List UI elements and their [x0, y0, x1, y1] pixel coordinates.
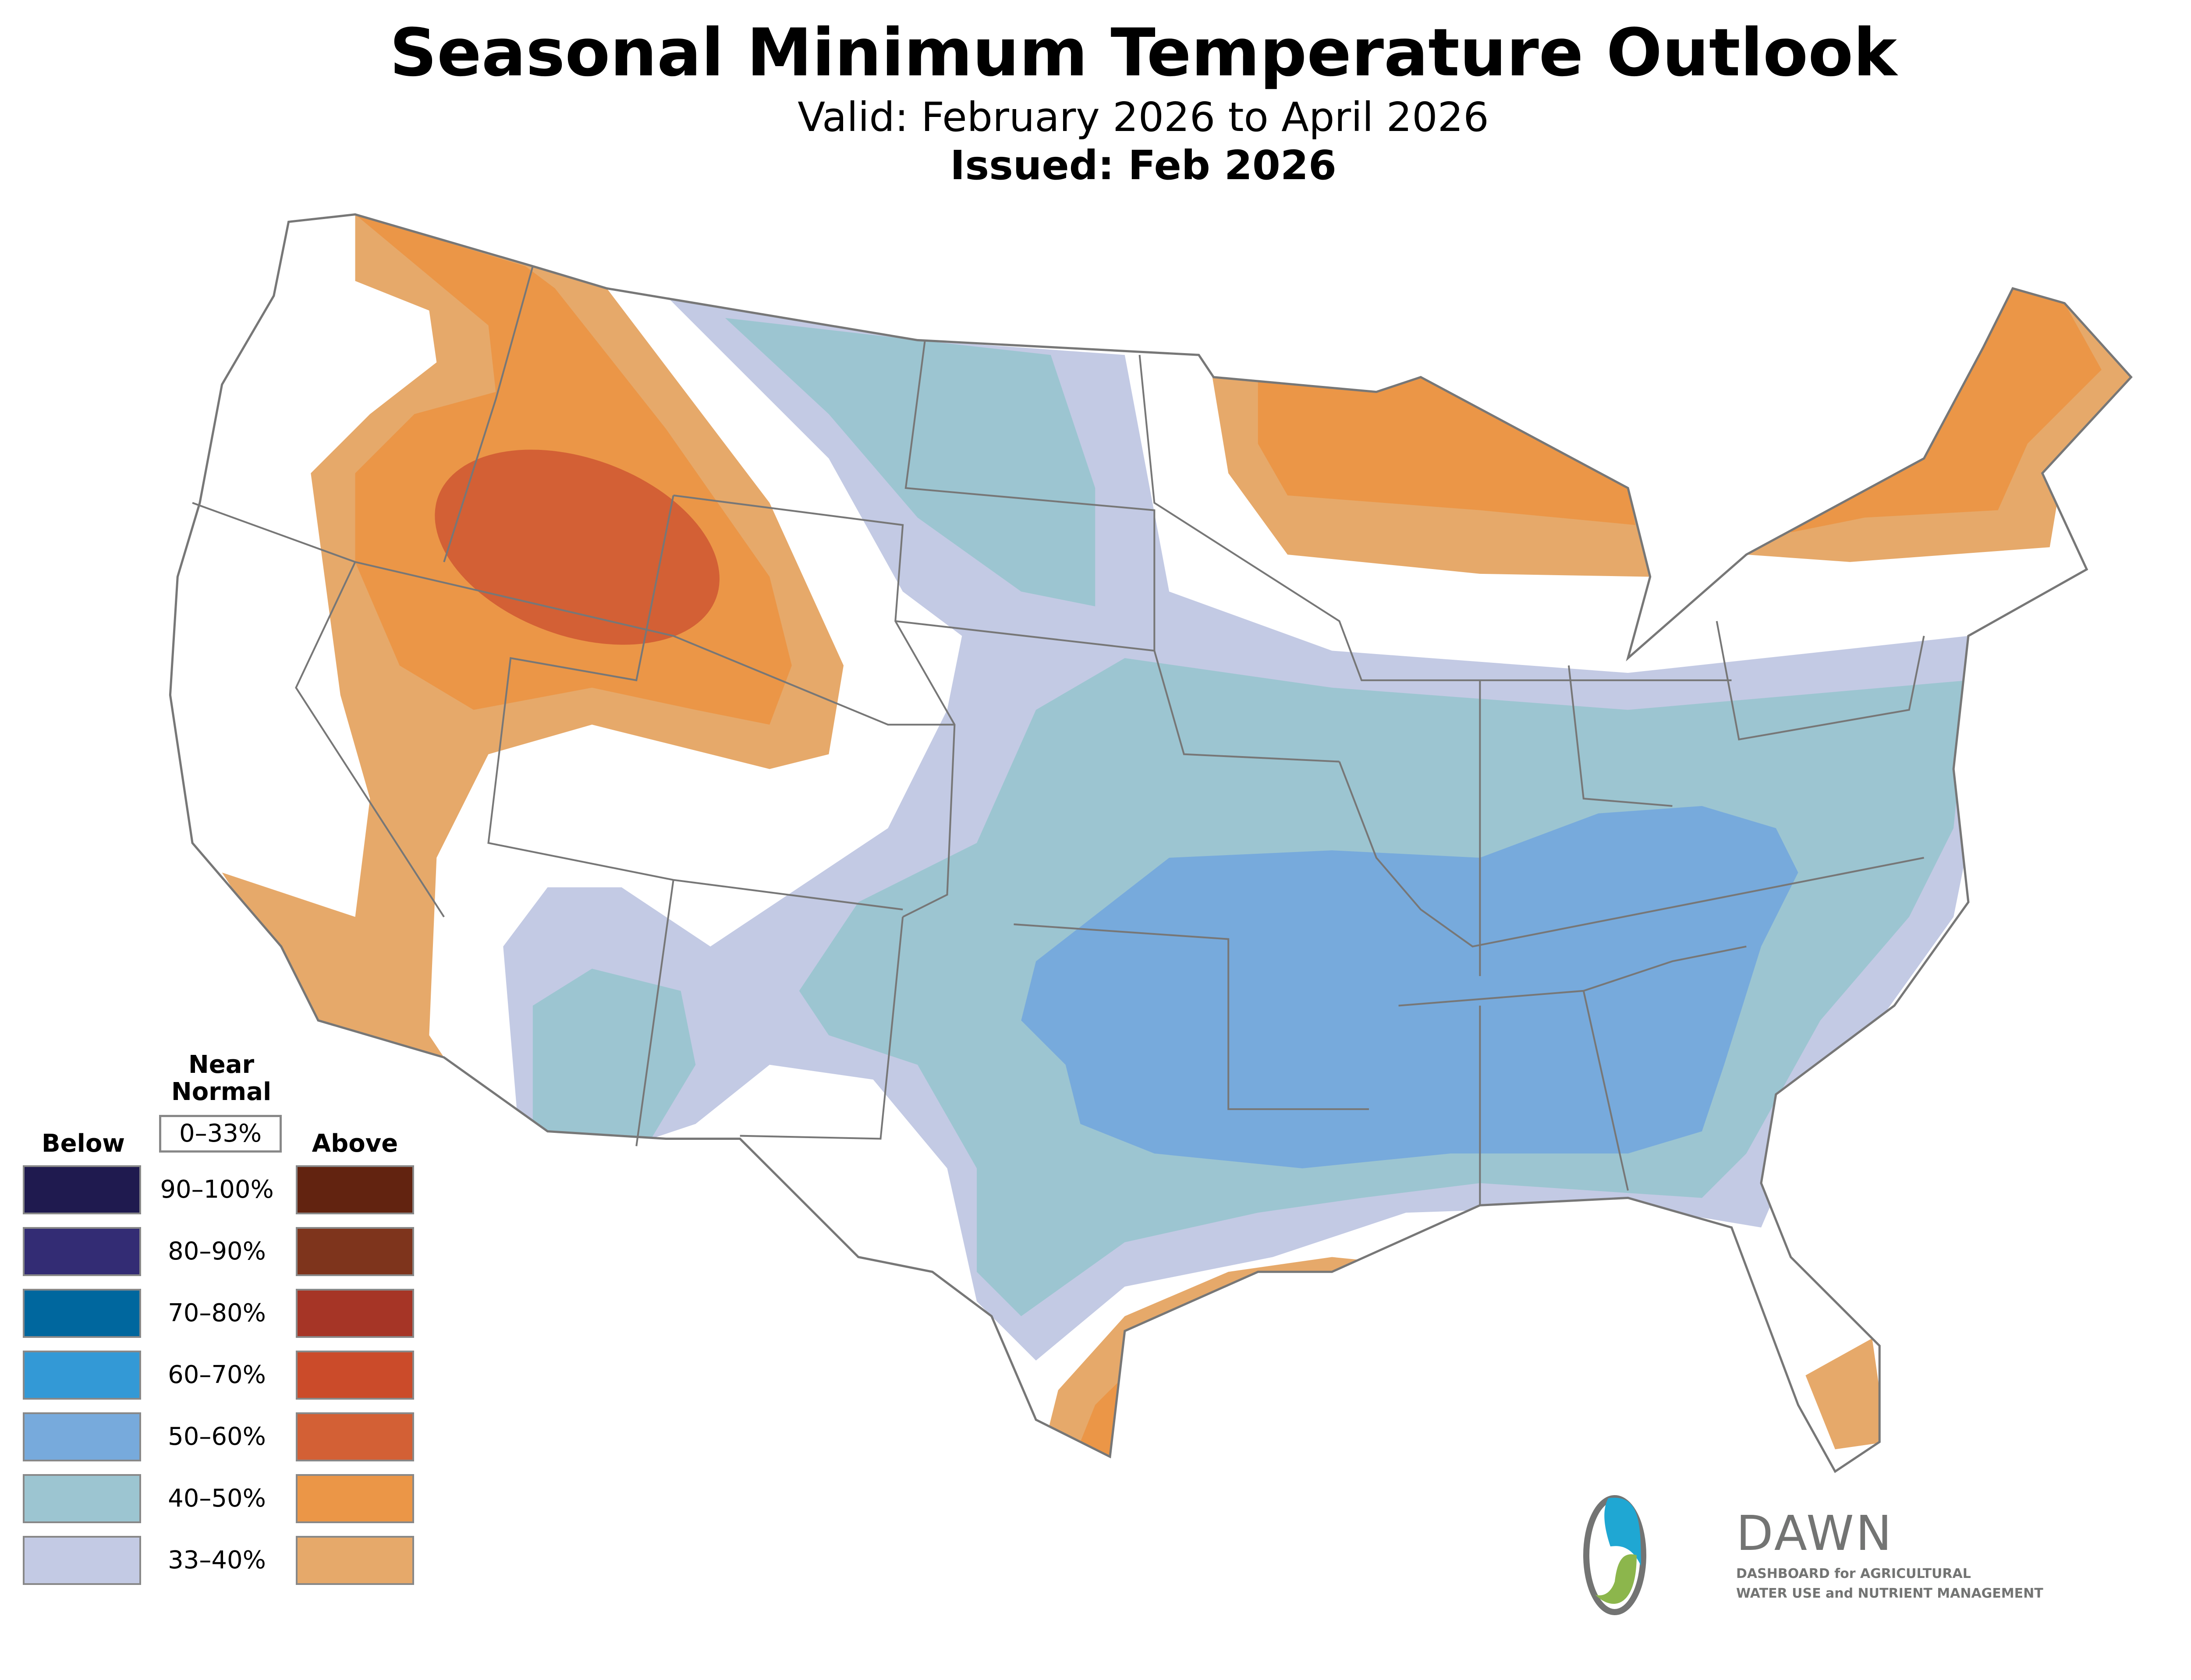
legend-above-swatch	[296, 1412, 414, 1461]
legend-range-label: 50–60%	[168, 1422, 266, 1451]
legend-above-swatch	[296, 1227, 414, 1276]
logo-name: DAWN	[1736, 1505, 1894, 1561]
dawn-logo	[1583, 1495, 1646, 1615]
issued-date: Issued: Feb 2026	[950, 142, 1337, 189]
water-drop-icon	[1604, 1497, 1641, 1566]
legend-range-label: 80–90%	[168, 1237, 266, 1266]
near-label: Near	[188, 1050, 255, 1079]
leaf-icon	[1595, 1554, 1637, 1604]
legend-above-heading: Above	[312, 1129, 398, 1158]
below-50-60-region	[1021, 806, 1798, 1168]
legend-below-swatch	[23, 1412, 141, 1461]
legend-below-swatch	[23, 1289, 141, 1338]
valid-period: Valid: February 2026 to April 2026	[798, 94, 1489, 141]
legend-below-swatch	[23, 1536, 141, 1585]
above-50-60-west-region	[435, 449, 720, 645]
state-borders	[192, 266, 1925, 1206]
logo-tagline-1: DASHBOARD for AGRICULTURAL	[1736, 1566, 1971, 1581]
legend-below-swatch	[23, 1474, 141, 1523]
legend-above-swatch	[296, 1474, 414, 1523]
legend-above-swatch	[296, 1165, 414, 1214]
legend-range-label: 33–40%	[168, 1546, 266, 1574]
legend-above-swatch	[296, 1289, 414, 1338]
legend-below-swatch	[23, 1227, 141, 1276]
legend-below-heading: Below	[41, 1129, 125, 1158]
near-normal-swatch: 0–33%	[159, 1115, 282, 1153]
legend-above-swatch	[296, 1536, 414, 1585]
logo-tagline-2: WATER USE and NUTRIENT MANAGEMENT	[1736, 1586, 2043, 1601]
legend-above-swatch	[296, 1351, 414, 1400]
legend-below-swatch	[23, 1165, 141, 1214]
legend-range-label: 70–80%	[168, 1299, 266, 1327]
normal-label: Normal	[171, 1078, 272, 1106]
legend-below-swatch	[23, 1351, 141, 1400]
above-40-50-northeast-region	[1258, 288, 2102, 533]
legend-range-label: 40–50%	[168, 1484, 266, 1513]
legend-range-label: 90–100%	[160, 1175, 274, 1204]
map-title: Seasonal Minimum Temperature Outlook	[390, 15, 1897, 91]
legend-near-normal-heading: Near Normal	[158, 1051, 285, 1106]
legend-range-label: 60–70%	[168, 1361, 266, 1389]
